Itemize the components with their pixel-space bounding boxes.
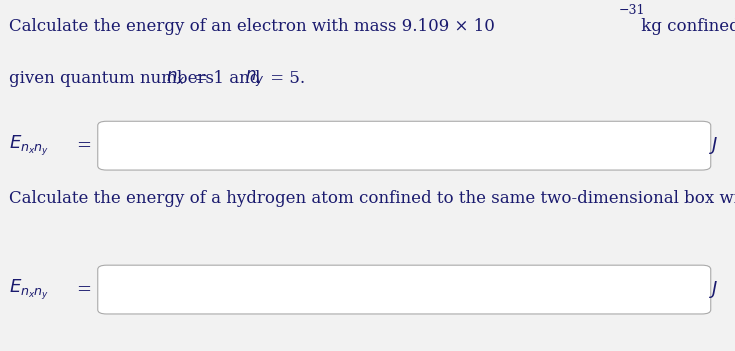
FancyBboxPatch shape [98,265,711,314]
Text: $J$: $J$ [709,279,719,300]
Text: =: = [76,280,91,299]
Text: −31: −31 [619,4,645,16]
Text: $J$: $J$ [709,135,719,156]
Text: Calculate the energy of a hydrogen atom confined to the same two-dimensional box: Calculate the energy of a hydrogen atom … [9,190,735,206]
Text: given quantum numbers: given quantum numbers [9,70,219,87]
Text: = 5.: = 5. [265,70,305,87]
Text: kg confined in a two-dimensional box with sides of length 1.50 nm: kg confined in a two-dimensional box wit… [636,18,735,34]
Text: Calculate the energy of an electron with mass 9.109 × 10: Calculate the energy of an electron with… [9,18,495,34]
Text: $n_x$: $n_x$ [166,68,185,86]
Text: =: = [76,137,91,155]
Text: $n_y$: $n_y$ [245,68,265,89]
Text: = 1 and: = 1 and [189,70,265,87]
FancyBboxPatch shape [98,121,711,170]
Text: $E_{n_x n_y}$: $E_{n_x n_y}$ [9,278,49,302]
Text: $E_{n_x n_y}$: $E_{n_x n_y}$ [9,134,49,158]
